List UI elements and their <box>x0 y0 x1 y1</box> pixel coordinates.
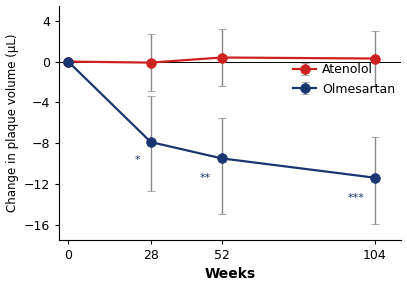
Text: ***: *** <box>348 193 365 203</box>
Text: **: ** <box>200 172 211 183</box>
Legend: Atenolol, Olmesartan: Atenolol, Olmesartan <box>293 63 395 96</box>
Y-axis label: Change in plaque volume (μL): Change in plaque volume (μL) <box>6 34 19 212</box>
Text: *: * <box>135 155 140 165</box>
X-axis label: Weeks: Weeks <box>205 267 256 282</box>
